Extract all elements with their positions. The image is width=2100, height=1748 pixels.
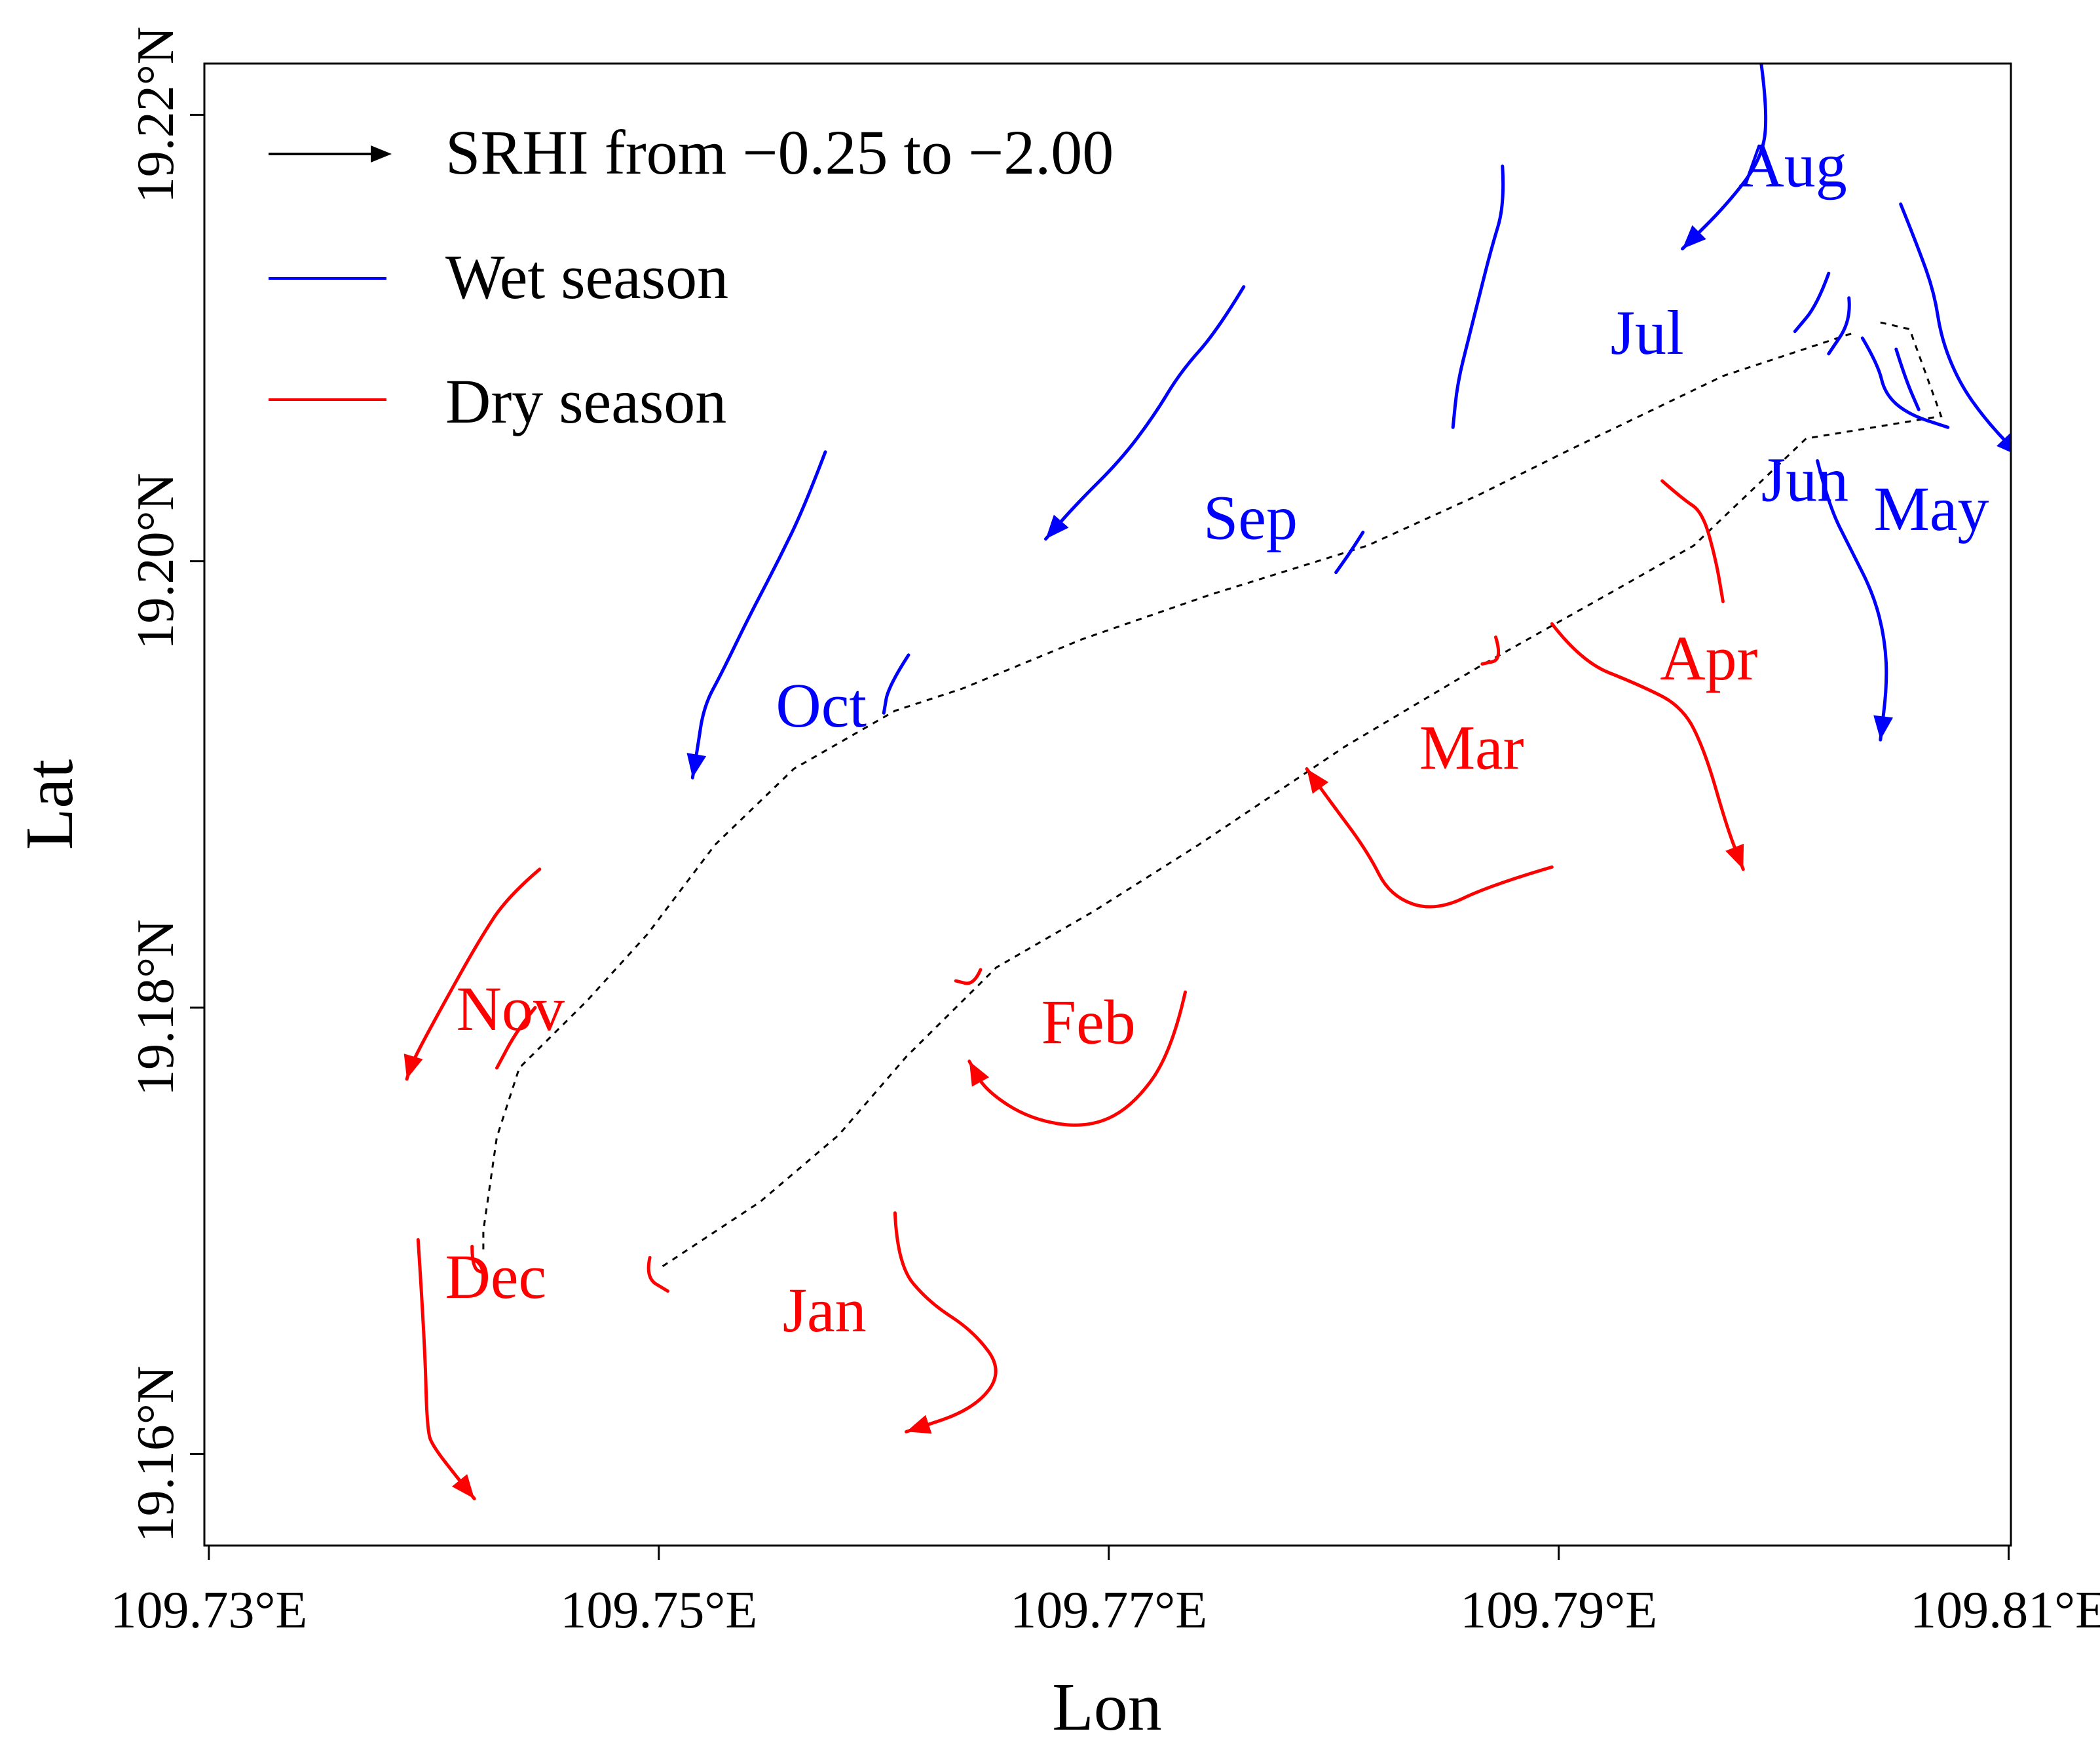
x-tick-label-109-73: 109.73°E bbox=[110, 1582, 307, 1639]
legend-label-dry: Dry season bbox=[445, 366, 726, 436]
x-tick-label-109-77: 109.77°E bbox=[1010, 1582, 1207, 1639]
y-tick-label-19-16: 19.16°N bbox=[127, 1365, 185, 1542]
dashed-path-1 bbox=[482, 332, 1852, 1253]
month-label-mar: Mar bbox=[1419, 712, 1524, 782]
trajectory-segment-6 bbox=[1860, 336, 1950, 429]
arrowhead-segment-14 bbox=[1725, 843, 1744, 869]
trajectory-mar bbox=[1305, 767, 1554, 909]
month-label-jul: Jul bbox=[1611, 297, 1684, 368]
month-label-may: May bbox=[1873, 474, 1989, 544]
x-tick-label-109-79: 109.79°E bbox=[1460, 1582, 1657, 1639]
plot-frame bbox=[203, 62, 2012, 1547]
trajectory-segment-7 bbox=[1894, 347, 1921, 411]
legend: SRHI from −0.25 to −2.00 Wet season Dry … bbox=[269, 117, 1114, 436]
trajectory-jul bbox=[1681, 64, 1768, 251]
arrowhead-oct bbox=[686, 753, 707, 778]
y-axis-label: Lat bbox=[12, 759, 87, 850]
series-layer bbox=[403, 64, 2011, 1500]
month-label-apr: Apr bbox=[1660, 623, 1757, 693]
arrowhead-sep bbox=[1045, 514, 1069, 539]
trajectory-segment-24 bbox=[470, 1245, 487, 1275]
legend-label-arrow: SRHI from −0.25 to −2.00 bbox=[445, 117, 1114, 187]
arrowhead-dec bbox=[451, 1474, 475, 1499]
trajectory-oct bbox=[690, 450, 827, 780]
month-labels-layer: May Jun Jul Aug Sep Oct Apr Mar Feb Jan Nov Dec bbox=[445, 130, 1989, 1345]
month-label-oct: Oct bbox=[776, 670, 867, 740]
month-label-nov: Nov bbox=[457, 974, 565, 1044]
arrowhead-may bbox=[1997, 432, 2011, 453]
month-label-jun: Jun bbox=[1761, 445, 1848, 515]
arrowhead-jun bbox=[1873, 715, 1893, 740]
month-label-dec: Dec bbox=[445, 1242, 547, 1312]
arrowhead-mar bbox=[1307, 769, 1329, 794]
x-axis-ticks: 109.73°E 109.75°E 109.77°E 109.79°E 109.81°E bbox=[110, 1546, 2100, 1639]
month-label-jan: Jan bbox=[783, 1275, 867, 1345]
y-axis-ticks: 19.16°N 19.18°N 19.20°N 19.22°N bbox=[127, 26, 204, 1542]
trajectory-segment-12 bbox=[882, 653, 910, 715]
y-tick-label-19-22: 19.22°N bbox=[127, 26, 185, 203]
trajectory-feb bbox=[967, 990, 1187, 1127]
x-tick-label-109-81: 109.81°E bbox=[1910, 1582, 2100, 1639]
arrowhead-feb bbox=[969, 1061, 990, 1087]
legend-entry-dry: Dry season bbox=[269, 366, 726, 436]
arrowhead-jan bbox=[906, 1415, 932, 1434]
month-label-aug: Aug bbox=[1738, 130, 1847, 200]
arrowhead-jul bbox=[1682, 225, 1706, 249]
trajectory-may bbox=[1899, 202, 2011, 449]
trajectory-segment-8 bbox=[1451, 164, 1505, 429]
trajectory-segment-18 bbox=[954, 968, 983, 985]
trajectory-jan bbox=[893, 1211, 998, 1434]
month-label-feb: Feb bbox=[1041, 987, 1136, 1057]
trajectory-segment-20 bbox=[647, 1256, 669, 1293]
trajectory-segment-22 bbox=[495, 1006, 537, 1070]
trajectory-dec bbox=[416, 1238, 476, 1500]
arrowhead-nov bbox=[403, 1054, 423, 1079]
trajectory-apr bbox=[1660, 479, 1725, 603]
legend-entry-arrow: SRHI from −0.25 to −2.00 bbox=[269, 117, 1114, 187]
dashed-path-2 bbox=[658, 321, 1943, 1270]
trajectory-aug bbox=[1793, 271, 1831, 333]
legend-label-wet: Wet season bbox=[445, 242, 728, 312]
month-label-sep: Sep bbox=[1203, 483, 1298, 553]
trajectory-segment-10 bbox=[1334, 530, 1365, 575]
trajectory-nov bbox=[405, 867, 542, 1081]
y-tick-label-19-18: 19.18°N bbox=[127, 919, 185, 1096]
legend-entry-wet: Wet season bbox=[269, 242, 728, 312]
trajectory-segment-14 bbox=[1550, 622, 1745, 871]
x-tick-label-109-75: 109.75°E bbox=[560, 1582, 757, 1639]
legend-arrow-head bbox=[371, 145, 392, 162]
trajectory-jun bbox=[1816, 459, 1888, 742]
trajectory-segment-5 bbox=[1827, 296, 1851, 356]
y-tick-label-19-2: 19.20°N bbox=[127, 473, 185, 650]
trajectory-segment-16 bbox=[1480, 636, 1501, 666]
trajectory-sep bbox=[1044, 285, 1246, 541]
dashed-path-layer bbox=[482, 321, 1943, 1270]
x-axis-label: Lon bbox=[1052, 1669, 1162, 1745]
